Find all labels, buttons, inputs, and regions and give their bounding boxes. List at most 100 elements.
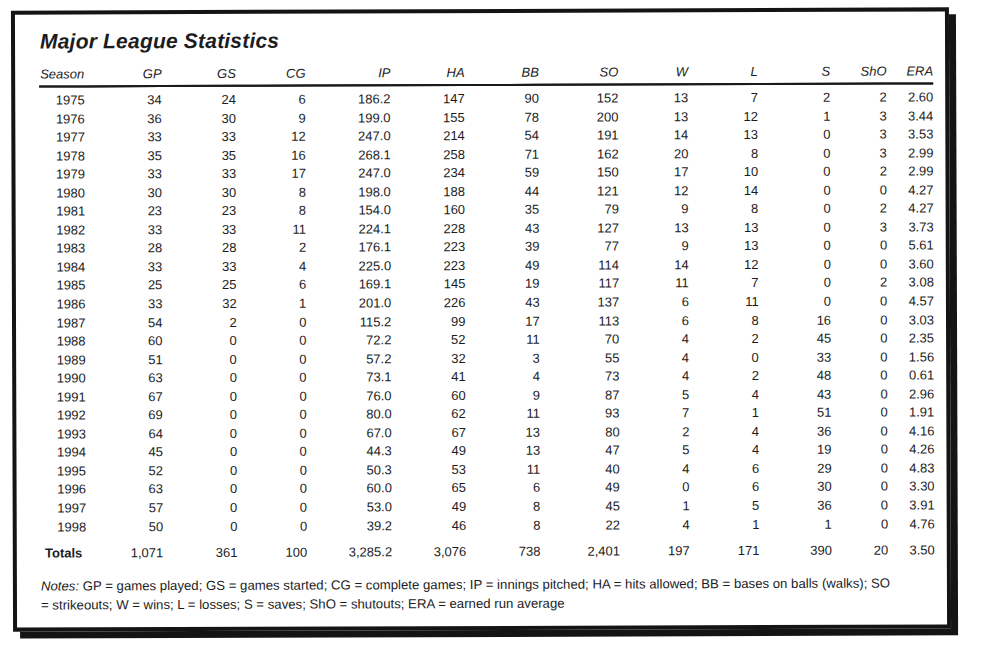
- table-cell: 6: [237, 276, 307, 295]
- table-cell: 19: [759, 441, 831, 460]
- season-cell: 1980: [40, 184, 87, 203]
- table-cell: 0: [758, 219, 830, 238]
- table-cell: 7: [689, 274, 759, 293]
- season-cell: 1976: [39, 110, 86, 129]
- table-cell: 44.3: [307, 443, 392, 462]
- column-header-era: ERA: [886, 60, 933, 83]
- table-cell: 0: [237, 350, 307, 369]
- table-cell: 33: [162, 128, 236, 147]
- table-cell: 17: [619, 163, 689, 182]
- season-cell: 1979: [39, 166, 86, 185]
- table-cell: 0: [163, 480, 237, 499]
- table-cell: 43: [759, 386, 831, 405]
- table-cell: 169.1: [306, 276, 391, 295]
- table-cell: 0: [237, 480, 307, 499]
- table-cell: 0: [831, 348, 887, 367]
- table-cell: 87: [540, 386, 620, 405]
- table-cell: 0: [831, 404, 887, 423]
- season-cell: 1978: [39, 147, 86, 166]
- table-cell: 3.30: [888, 478, 935, 497]
- table-cell: 29: [759, 460, 831, 479]
- table-cell: 76.0: [307, 387, 392, 406]
- table-cell: 2.60: [887, 83, 934, 107]
- season-cell: 1990: [40, 370, 87, 389]
- table-cell: 0: [163, 388, 237, 407]
- table-cell: 8: [466, 498, 540, 517]
- table-cell: 73: [540, 368, 620, 387]
- table-cell: 70: [540, 331, 620, 350]
- table-cell: 73.1: [307, 369, 392, 388]
- table-cell: 80.0: [307, 406, 392, 425]
- table-cell: 11: [689, 293, 759, 312]
- table-cell: 2.99: [887, 144, 934, 163]
- table-cell: 11: [236, 220, 306, 239]
- table-cell: 0: [237, 499, 307, 518]
- table-cell: 4: [620, 460, 690, 479]
- table-cell: 4.27: [887, 181, 934, 200]
- season-cell: 1975: [39, 86, 86, 110]
- column-header-w: W: [618, 61, 688, 84]
- table-cell: 0: [237, 424, 307, 443]
- table-cell: 0: [832, 515, 888, 534]
- table-cell: 77: [539, 238, 619, 257]
- table-cell: 1.56: [887, 348, 934, 367]
- table-cell: 0: [163, 499, 237, 518]
- table-cell: 0: [163, 425, 237, 444]
- table-cell: 0: [831, 311, 887, 330]
- table-cell: 11: [466, 331, 540, 350]
- table-cell: 4: [236, 258, 306, 277]
- table-cell: 3,285.2: [307, 535, 392, 562]
- table-cell: 49: [392, 498, 466, 517]
- table-cell: 0: [831, 385, 887, 404]
- table-cell: 64: [87, 425, 163, 444]
- table-cell: 361: [163, 536, 237, 563]
- table-cell: 155: [391, 109, 465, 128]
- table-cell: 28: [86, 239, 162, 258]
- table-cell: 49: [392, 442, 466, 461]
- table-cell: 32: [162, 295, 236, 314]
- table-cell: 65: [392, 480, 466, 499]
- table-cell: 72.2: [306, 331, 391, 350]
- table-cell: 60: [392, 387, 466, 406]
- table-cell: 9: [619, 238, 689, 257]
- table-cell: 16: [759, 311, 831, 330]
- table-cell: 0: [758, 237, 830, 256]
- table-cell: 188: [391, 183, 465, 202]
- table-cell: 8: [689, 200, 759, 219]
- table-cell: 738: [466, 535, 540, 562]
- table-cell: 30: [759, 478, 831, 497]
- table-cell: 0: [237, 369, 307, 388]
- table-cell: 6: [689, 460, 759, 479]
- table-cell: 35: [162, 146, 236, 165]
- season-cell: 1998: [41, 518, 88, 537]
- table-cell: 3: [830, 144, 886, 163]
- table-cell: 3: [466, 349, 540, 368]
- table-cell: 13: [466, 424, 540, 443]
- table-cell: 3: [830, 126, 886, 145]
- table-cell: 160: [391, 201, 465, 220]
- table-cell: 63: [87, 369, 163, 388]
- table-cell: 224.1: [306, 220, 391, 239]
- table-cell: 39: [465, 238, 539, 257]
- table-cell: 162: [539, 145, 619, 164]
- table-cell: 60: [87, 332, 163, 351]
- table-cell: 53.0: [307, 498, 392, 517]
- season-cell: 1982: [40, 221, 87, 240]
- table-cell: 2: [831, 163, 887, 182]
- table-cell: 45: [87, 444, 163, 463]
- table-cell: 4.83: [888, 459, 935, 478]
- table-cell: 0: [759, 293, 831, 312]
- season-cell: 1985: [40, 277, 87, 296]
- table-cell: 9: [619, 201, 689, 220]
- table-cell: 2: [236, 239, 306, 258]
- table-cell: 4.26: [888, 441, 935, 460]
- column-header-cg: CG: [236, 63, 306, 86]
- table-cell: 0: [163, 369, 237, 388]
- table-cell: 13: [618, 108, 688, 127]
- table-cell: 3.03: [887, 311, 934, 330]
- table-cell: 3: [830, 107, 886, 126]
- table-cell: 11: [466, 461, 540, 480]
- table-cell: 99: [391, 313, 465, 332]
- table-cell: 3.91: [888, 496, 935, 515]
- table-cell: 113: [540, 312, 620, 331]
